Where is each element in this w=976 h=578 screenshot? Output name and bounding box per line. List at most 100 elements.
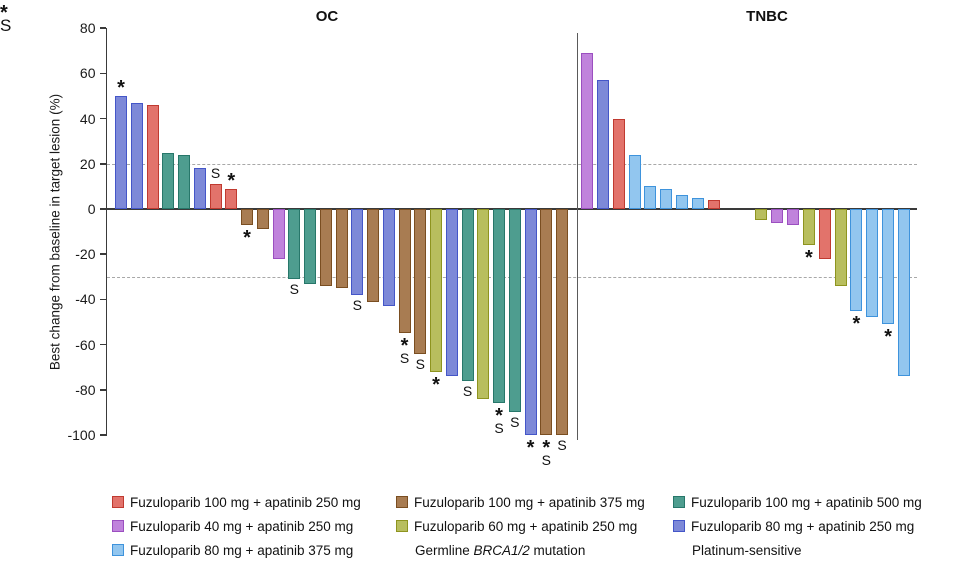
- y-tick-label: -100: [67, 427, 96, 443]
- bar: [818, 209, 831, 259]
- bar: [209, 184, 222, 209]
- legend-symbol-glyph: *: [0, 2, 8, 24]
- asterisk-glyph: *: [852, 312, 861, 335]
- y-tick-label: -20: [75, 246, 96, 263]
- platinum-sensitive-mark: S: [205, 165, 227, 182]
- bar: [628, 154, 641, 209]
- bar: [755, 209, 768, 221]
- mutation-asterisk: *: [798, 247, 820, 270]
- bar: [493, 209, 505, 404]
- platinum-sensitive-mark: S: [488, 420, 510, 437]
- platinum-sensitive-mark: S: [504, 414, 526, 431]
- group-title-tnbc: TNBC: [746, 8, 788, 25]
- legend-swatch-F40_A250: [112, 520, 124, 532]
- bar: [162, 152, 175, 209]
- platinum-sensitive-mark: S: [346, 297, 368, 312]
- mutation-asterisk: *: [845, 312, 867, 335]
- y-tick-mark: [99, 434, 106, 436]
- bar: [660, 188, 673, 209]
- bar: [556, 209, 568, 435]
- bar: [882, 209, 895, 325]
- bar: [398, 209, 411, 334]
- y-tick-mark: [99, 72, 106, 75]
- y-tick-label: -40: [75, 291, 96, 308]
- mutation-asterisk: *: [535, 437, 557, 459]
- legend-text-part: mutation: [529, 543, 586, 558]
- reference-line-20: [107, 163, 917, 165]
- legend-label: Fuzuloparib 40 mg + apatinib 250 mg: [130, 519, 354, 534]
- y-tick-label: 20: [79, 155, 96, 172]
- y-tick-mark: [99, 163, 106, 165]
- bar: [787, 209, 800, 225]
- bar: [802, 209, 815, 246]
- legend-label: Fuzuloparib 100 mg + apatinib 250 mg: [130, 495, 361, 510]
- legend-label: Germline BRCA1/2 mutation: [415, 543, 585, 558]
- bar: [850, 209, 863, 311]
- legend-label: Fuzuloparib 80 mg + apatinib 250 mg: [691, 519, 915, 534]
- y-tick-mark: [99, 389, 106, 391]
- s-glyph: S: [462, 382, 473, 399]
- platinum-sensitive-mark: S: [551, 437, 573, 453]
- mutation-asterisk: *: [236, 227, 258, 248]
- bar: [335, 209, 348, 289]
- bar: [414, 209, 427, 354]
- y-axis-label: Best change from baseline in target lesi…: [47, 93, 63, 371]
- s-glyph: S: [399, 350, 410, 367]
- asterisk-glyph: *: [227, 169, 236, 192]
- y-tick-mark: [99, 253, 106, 255]
- bar: [540, 209, 553, 435]
- legend-swatch-F80_A250: [673, 520, 685, 532]
- y-tick-mark: [99, 208, 106, 210]
- platinum-sensitive-mark: S: [409, 356, 431, 371]
- bar: [644, 186, 657, 209]
- mutation-asterisk: *: [220, 169, 242, 192]
- bar: [178, 154, 190, 209]
- legend-swatch-F80_A375: [112, 544, 124, 556]
- s-glyph: S: [557, 437, 567, 453]
- s-glyph: S: [210, 165, 221, 182]
- y-tick-mark: [99, 343, 106, 346]
- bar: [524, 209, 537, 435]
- s-glyph: S: [510, 414, 520, 431]
- bar: [508, 209, 521, 413]
- y-tick-label: 40: [79, 110, 96, 127]
- bar: [445, 209, 458, 377]
- bar: [771, 209, 784, 223]
- legend-swatch-F100_A250: [112, 496, 124, 508]
- bar: [319, 209, 332, 286]
- bar: [225, 188, 238, 209]
- legend-label: Fuzuloparib 100 mg + apatinib 500 mg: [691, 495, 922, 510]
- bar: [146, 105, 159, 209]
- asterisk-glyph: *: [804, 247, 813, 270]
- legend-label: Fuzuloparib 80 mg + apatinib 375 mg: [130, 543, 354, 558]
- bar: [367, 209, 379, 302]
- bar: [707, 199, 720, 209]
- gene-name-italic: BRCA1/2: [473, 543, 530, 558]
- y-tick-label: 60: [79, 65, 96, 82]
- group-divider: [576, 33, 578, 440]
- bar: [596, 80, 609, 209]
- bar: [581, 53, 593, 209]
- bar: [241, 209, 253, 225]
- mutation-asterisk: *: [110, 77, 132, 98]
- bar: [351, 209, 364, 295]
- platinum-sensitive-mark: S: [283, 281, 305, 297]
- mutation-asterisk: *: [488, 405, 510, 426]
- bar: [193, 168, 206, 209]
- asterisk-glyph: *: [542, 437, 551, 459]
- bar: [288, 209, 301, 280]
- asterisk-glyph: *: [432, 373, 440, 396]
- bar: [461, 209, 474, 381]
- asterisk-glyph: *: [526, 437, 535, 459]
- legend-label: Fuzuloparib 60 mg + apatinib 250 mg: [414, 519, 638, 534]
- bar: [834, 209, 847, 286]
- bar: [676, 195, 689, 209]
- legend-text-part: Platinum-sensitive: [692, 543, 802, 558]
- legend-label: Platinum-sensitive: [692, 543, 802, 558]
- bar: [898, 209, 910, 377]
- legend-swatch-F100_A500: [673, 496, 685, 508]
- s-glyph: S: [494, 420, 504, 437]
- y-tick-label: 0: [87, 201, 96, 217]
- y-tick-label: -80: [75, 381, 96, 398]
- bar: [304, 209, 316, 284]
